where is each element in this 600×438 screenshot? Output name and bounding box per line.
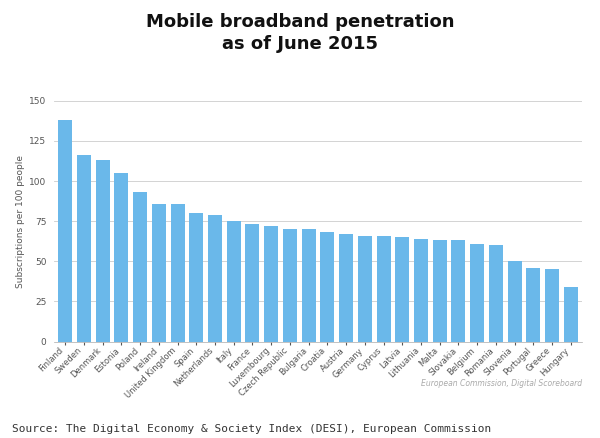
Bar bbox=[526, 268, 541, 342]
Bar bbox=[95, 160, 110, 342]
Bar bbox=[115, 173, 128, 342]
Bar bbox=[152, 204, 166, 342]
Bar bbox=[264, 226, 278, 342]
Bar bbox=[508, 261, 521, 342]
Bar bbox=[433, 240, 447, 342]
Bar bbox=[283, 229, 297, 342]
Bar bbox=[545, 269, 559, 342]
Bar bbox=[339, 234, 353, 342]
Bar bbox=[395, 237, 409, 342]
Bar bbox=[564, 287, 578, 342]
Y-axis label: Subscriptions per 100 people: Subscriptions per 100 people bbox=[16, 155, 25, 288]
Bar bbox=[208, 215, 222, 342]
Bar bbox=[133, 192, 147, 342]
Bar bbox=[414, 239, 428, 342]
Bar bbox=[358, 236, 372, 342]
Text: Mobile broadband penetration
as of June 2015: Mobile broadband penetration as of June … bbox=[146, 13, 454, 53]
Bar bbox=[227, 221, 241, 342]
Bar bbox=[245, 224, 259, 342]
Bar bbox=[77, 155, 91, 342]
Bar bbox=[58, 120, 72, 342]
Bar bbox=[451, 240, 466, 342]
Bar bbox=[377, 236, 391, 342]
Bar bbox=[470, 244, 484, 342]
Bar bbox=[170, 204, 185, 342]
Bar bbox=[302, 229, 316, 342]
Bar bbox=[320, 233, 334, 342]
Text: Source: The Digital Economy & Society Index (DESI), European Commission: Source: The Digital Economy & Society In… bbox=[12, 424, 491, 434]
Text: European Commission, Digital Scoreboard: European Commission, Digital Scoreboard bbox=[421, 378, 582, 388]
Bar bbox=[489, 245, 503, 342]
Bar bbox=[189, 213, 203, 342]
